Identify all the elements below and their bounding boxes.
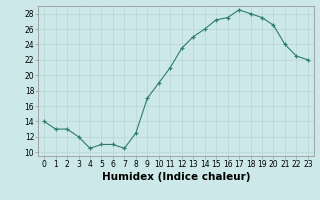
X-axis label: Humidex (Indice chaleur): Humidex (Indice chaleur) — [102, 172, 250, 182]
